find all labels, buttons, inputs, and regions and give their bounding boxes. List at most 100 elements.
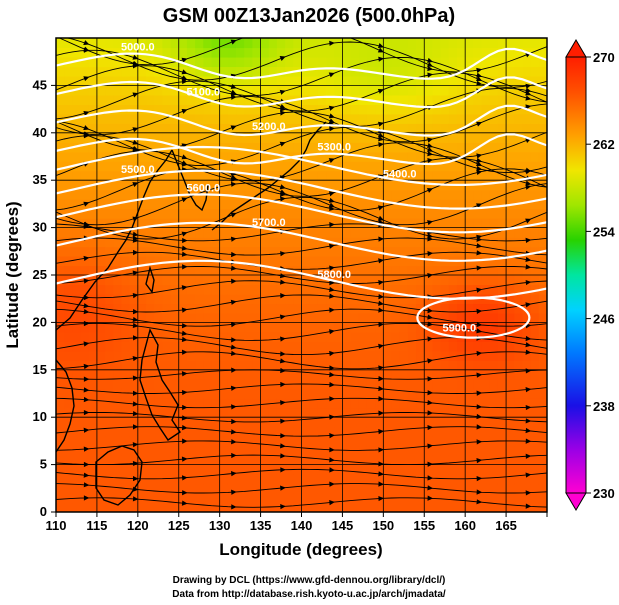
- temperature-cell: [227, 265, 237, 276]
- temperature-cell: [276, 256, 286, 267]
- temperature-cell: [432, 407, 442, 418]
- temperature-cell: [391, 246, 401, 257]
- temperature-cell: [326, 113, 335, 124]
- temperature-cell: [64, 312, 73, 323]
- temperature-cell: [399, 426, 409, 437]
- temperature-cell: [432, 350, 442, 361]
- temperature-cell: [121, 322, 131, 333]
- streamline-arrow: [329, 365, 335, 371]
- temperature-cell: [358, 379, 368, 390]
- temperature-cell: [358, 398, 368, 409]
- temperature-cell: [399, 350, 409, 361]
- temperature-cell: [514, 237, 524, 248]
- temperature-cell: [391, 142, 401, 153]
- temperature-cell: [203, 398, 213, 409]
- temperature-cell: [481, 483, 491, 494]
- temperature-cell: [456, 265, 466, 276]
- temperature-cell: [342, 237, 352, 248]
- colorbar-bottom-arrow: [565, 492, 587, 511]
- temperature-cell: [366, 142, 376, 153]
- temperature-cell: [252, 66, 262, 77]
- temperature-cell: [252, 474, 262, 485]
- temperature-cell: [260, 312, 270, 323]
- temperature-cell: [56, 56, 65, 68]
- temperature-cell: [317, 132, 327, 143]
- temperature-cell: [350, 94, 360, 105]
- temperature-cell: [481, 218, 491, 229]
- temperature-cell: [56, 483, 65, 494]
- temperature-cell: [56, 94, 65, 105]
- temperature-cell: [465, 303, 474, 314]
- temperature-cell: [154, 360, 163, 371]
- temperature-cell: [96, 388, 106, 399]
- streamline-arrow: [378, 447, 385, 453]
- temperature-cell: [448, 303, 458, 314]
- temperature-cell: [154, 151, 163, 162]
- temperature-cell: [456, 142, 466, 153]
- temperature-cell: [399, 85, 409, 96]
- temperature-cell: [203, 132, 213, 143]
- temperature-cell: [326, 246, 335, 257]
- temperature-cell: [236, 293, 245, 305]
- temperature-cell: [416, 199, 425, 210]
- temperature-cell: [399, 445, 409, 456]
- temperature-cell: [219, 369, 229, 380]
- temperature-cell: [293, 218, 303, 229]
- temperature-cell: [424, 445, 434, 456]
- temperature-cell: [440, 426, 450, 437]
- temperature-cell: [301, 246, 311, 257]
- temperature-cell: [56, 455, 65, 466]
- temperature-cell: [285, 303, 294, 314]
- temperature-cell: [391, 218, 401, 229]
- streamline-arrow: [132, 270, 139, 276]
- temperature-cell: [96, 199, 106, 210]
- temperature-cell: [407, 445, 417, 456]
- temperature-cell: [473, 94, 483, 105]
- temperature-cell: [514, 218, 524, 229]
- temperature-cell: [154, 227, 163, 238]
- temperature-cell: [358, 265, 368, 276]
- temperature-cell: [481, 322, 491, 333]
- temperature-cell: [64, 388, 73, 399]
- temperature-cell: [342, 246, 352, 257]
- temperature-cell: [80, 237, 90, 248]
- temperature-cell: [211, 284, 221, 295]
- temperature-cell: [358, 142, 368, 153]
- temperature-cell: [530, 38, 540, 49]
- temperature-cell: [350, 474, 360, 485]
- temperature-cell: [326, 132, 335, 143]
- temperature-cell: [236, 312, 245, 323]
- temperature-cell: [72, 38, 82, 49]
- temperature-cell: [244, 237, 253, 248]
- temperature-cell: [227, 322, 237, 333]
- temperature-cell: [219, 56, 229, 68]
- temperature-cell: [121, 369, 131, 380]
- temperature-cell: [489, 341, 499, 352]
- temperature-cell: [260, 445, 270, 456]
- temperature-cell: [309, 256, 319, 267]
- temperature-cell: [56, 256, 65, 267]
- temperature-cell: [497, 493, 507, 504]
- temperature-cell: [342, 284, 352, 295]
- temperature-cell: [252, 246, 262, 257]
- temperature-cell: [64, 417, 73, 428]
- temperature-cell: [317, 493, 327, 504]
- temperature-cell: [203, 38, 213, 49]
- temperature-cell: [293, 265, 303, 276]
- temperature-cell: [375, 379, 384, 390]
- temperature-cell: [481, 417, 491, 428]
- temperature-cell: [326, 265, 335, 276]
- streamline-arrow: [525, 387, 532, 393]
- temperature-cell: [350, 369, 360, 380]
- temperature-cell: [170, 360, 180, 371]
- temperature-cell: [178, 199, 188, 210]
- temperature-cell: [456, 208, 466, 219]
- temperature-cell: [334, 208, 344, 219]
- temperature-cell: [522, 208, 532, 219]
- temperature-cell: [276, 284, 286, 295]
- temperature-cell: [186, 426, 196, 437]
- temperature-cell: [383, 208, 393, 219]
- streamline-arrow: [231, 404, 237, 410]
- temperature-cell: [489, 445, 499, 456]
- temperature-cell: [285, 312, 294, 323]
